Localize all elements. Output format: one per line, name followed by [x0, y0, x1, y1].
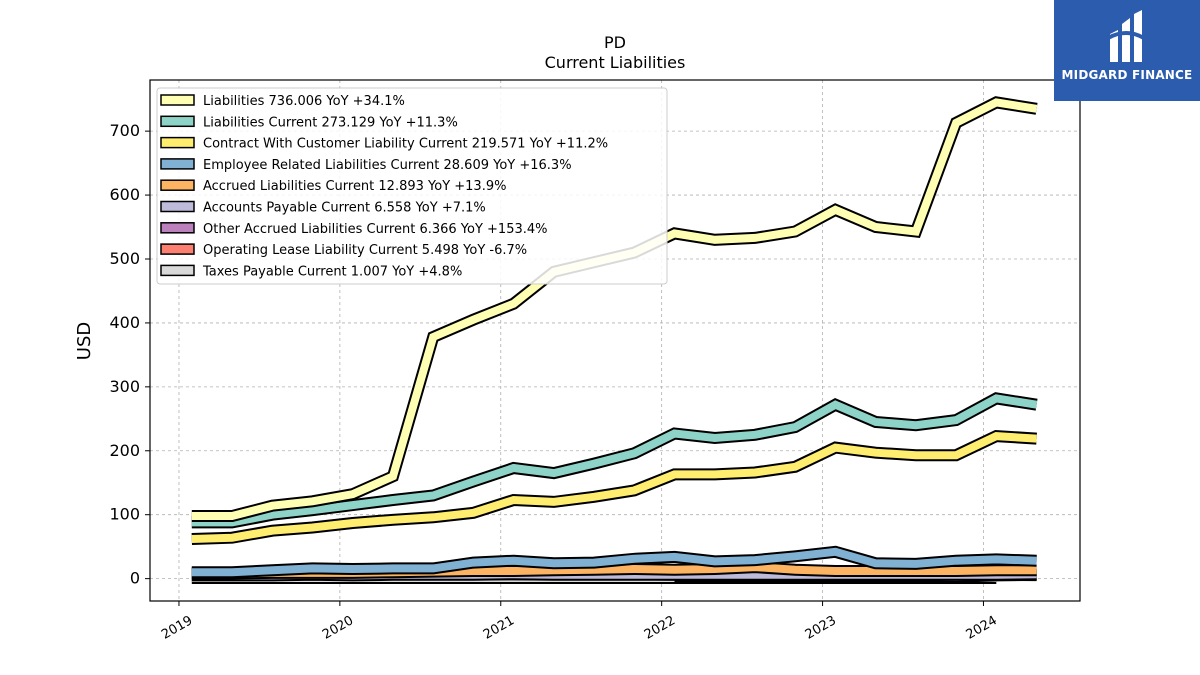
y-tick-label: 400: [109, 313, 140, 332]
legend-entry: Liabilities Current 273.129 YoY +11.3%: [203, 115, 458, 130]
legend-entry: Accounts Payable Current 6.558 YoY +7.1%: [203, 201, 486, 216]
y-tick-label: 300: [109, 377, 140, 396]
legend-swatch: [160, 200, 195, 213]
y-tick-label: 0: [130, 569, 140, 588]
legend-entry: Accrued Liabilities Current 12.893 YoY +…: [203, 179, 506, 194]
legend-swatch: [160, 179, 195, 191]
legend-entry: Operating Lease Liability Current 5.498 …: [203, 243, 527, 258]
y-tick-label: 200: [109, 441, 140, 460]
legend-swatch: [160, 158, 195, 170]
legend-swatch: [160, 243, 195, 255]
y-tick-label: 100: [109, 505, 140, 524]
plot-frame: [149, 79, 1081, 602]
legend-swatch: [160, 136, 195, 149]
series-line-liabilities-current: [191, 394, 1038, 527]
legend-box: [156, 87, 668, 285]
legend-swatch: [160, 115, 195, 128]
x-tick-label: 2021: [481, 613, 517, 643]
legend-entry: Taxes Payable Current 1.007 YoY +4.8%: [202, 264, 462, 279]
x-tick-label: 2020: [320, 613, 356, 643]
midgard-logo-icon: [1107, 10, 1145, 62]
legend-entry: Other Accrued Liabilities Current 6.366 …: [203, 222, 548, 237]
chart-subtitle: Current Liabilities: [545, 53, 686, 72]
legend-entry: Contract With Customer Liability Current…: [203, 137, 608, 152]
y-tick-label: 700: [109, 121, 140, 140]
x-tick-label: 2024: [964, 613, 1000, 643]
brand-logo: MIDGARD FINANCE: [1054, 0, 1200, 101]
chart-title: PD: [604, 33, 626, 52]
y-axis-label: USD: [74, 322, 95, 360]
x-tick-label: 2022: [642, 613, 678, 643]
series-line-contract-with-customer-liability-current: [191, 432, 1037, 543]
legend-swatch: [160, 264, 195, 277]
legend-swatch: [160, 222, 195, 234]
series-line-employee-related-liabilities-current: [191, 547, 1037, 577]
x-tick-label: 2023: [803, 613, 839, 643]
legend-swatch: [160, 94, 195, 106]
y-tick-label: 500: [109, 249, 140, 268]
legend-entry: Employee Related Liabilities Current 28.…: [203, 158, 572, 173]
legend-entry: Liabilities 736.006 YoY +34.1%: [203, 94, 405, 109]
legend: Liabilities 736.006 YoY +34.1% Liabilitie…: [156, 87, 668, 285]
x-tick-label: 2019: [159, 613, 195, 643]
brand-name: MIDGARD FINANCE: [1061, 68, 1193, 82]
y-tick-label: 600: [109, 185, 140, 204]
